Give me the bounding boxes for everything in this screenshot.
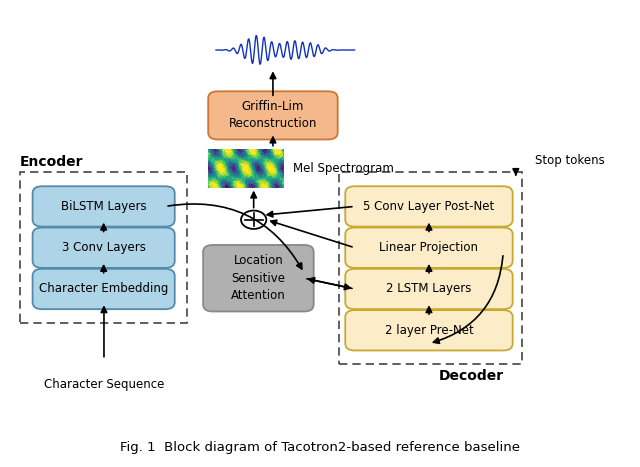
- Text: 3 Conv Layers: 3 Conv Layers: [61, 241, 145, 254]
- FancyBboxPatch shape: [33, 269, 175, 309]
- Bar: [20, 171, 188, 323]
- Circle shape: [241, 211, 266, 229]
- Text: Griffin-Lim: Griffin-Lim: [242, 100, 304, 113]
- Bar: [339, 171, 522, 364]
- Text: Stop tokens: Stop tokens: [535, 154, 605, 167]
- FancyBboxPatch shape: [345, 186, 513, 226]
- FancyBboxPatch shape: [208, 92, 338, 140]
- Text: Attention: Attention: [231, 289, 286, 302]
- FancyBboxPatch shape: [33, 227, 175, 268]
- Text: Character Embedding: Character Embedding: [39, 283, 168, 296]
- Text: Reconstruction: Reconstruction: [228, 118, 317, 130]
- FancyBboxPatch shape: [345, 227, 513, 268]
- FancyBboxPatch shape: [345, 269, 513, 309]
- FancyBboxPatch shape: [345, 310, 513, 350]
- FancyBboxPatch shape: [203, 245, 314, 311]
- Text: Location: Location: [234, 254, 284, 267]
- Text: Fig. 1  Block diagram of Tacotron2-based reference baseline: Fig. 1 Block diagram of Tacotron2-based …: [120, 441, 520, 453]
- Text: Character Sequence: Character Sequence: [44, 378, 164, 391]
- Text: 5 Conv Layer Post-Net: 5 Conv Layer Post-Net: [364, 200, 495, 213]
- Text: Encoder: Encoder: [20, 156, 83, 169]
- Text: BiLSTM Layers: BiLSTM Layers: [61, 200, 147, 213]
- Text: Linear Projection: Linear Projection: [380, 241, 479, 254]
- Text: Decoder: Decoder: [439, 369, 504, 383]
- Text: Sensitive: Sensitive: [232, 272, 285, 285]
- Text: 2 layer Pre-Net: 2 layer Pre-Net: [385, 324, 474, 337]
- Text: Mel Spectrogram: Mel Spectrogram: [293, 162, 394, 175]
- FancyBboxPatch shape: [33, 186, 175, 226]
- Text: 2 LSTM Layers: 2 LSTM Layers: [387, 283, 472, 296]
